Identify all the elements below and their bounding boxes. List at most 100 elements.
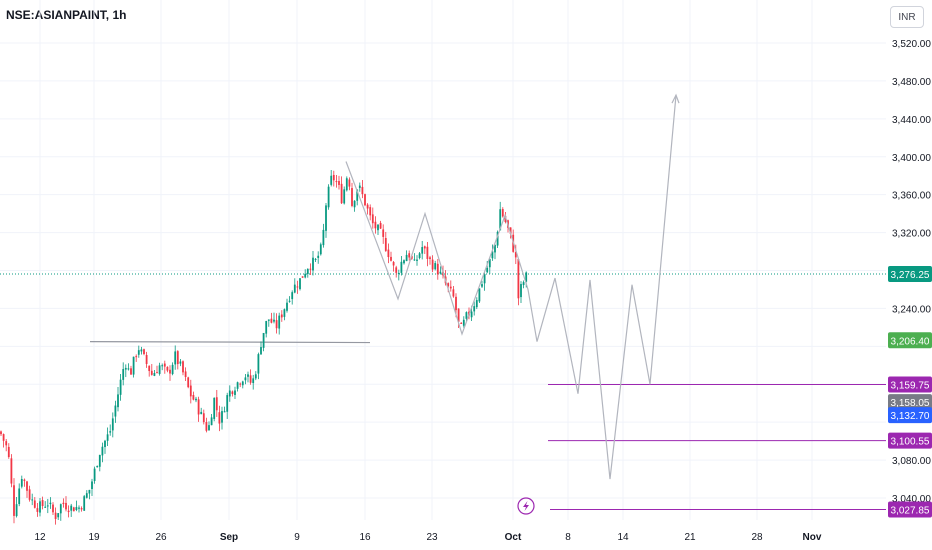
candle-body <box>509 227 512 234</box>
candle-body <box>270 318 273 323</box>
candle-body <box>114 405 117 417</box>
price-label: 3,276.25 <box>891 270 930 281</box>
candle-body <box>358 185 361 188</box>
candle-body <box>369 207 372 216</box>
candle-body <box>54 512 57 519</box>
candle-body <box>213 397 216 419</box>
candle-body <box>384 238 387 251</box>
candle-body <box>166 366 169 371</box>
price-label-box <box>888 332 932 349</box>
candle-body <box>62 502 65 505</box>
candle-body <box>525 272 528 282</box>
candle-body <box>488 259 491 268</box>
candle-body <box>202 413 205 423</box>
candle-body <box>413 259 416 261</box>
candle-body <box>88 489 91 494</box>
candle-body <box>278 315 281 329</box>
candle-body <box>457 308 460 322</box>
candle-body <box>78 507 80 509</box>
projection-arrowhead <box>671 93 680 104</box>
price-label-box <box>888 394 932 411</box>
candle-body <box>520 284 522 298</box>
candle-body <box>122 369 125 380</box>
candle-body <box>101 446 104 456</box>
price-labels: 3,276.25 3,206.40 3,159.75 3,158.05 3,132.70… <box>888 266 932 518</box>
candle-body <box>70 505 73 511</box>
candle-body <box>364 194 366 206</box>
candle-body <box>395 267 398 273</box>
price-label-box <box>888 376 932 393</box>
x-axis: 12 19 26 Sep 9 16 23 Oct 8 14 21 28 Nov <box>34 532 821 543</box>
candle-body <box>161 365 164 367</box>
candle-body <box>481 284 483 287</box>
candle-body <box>273 319 275 322</box>
candle-body <box>83 496 86 511</box>
candle-body <box>410 256 413 259</box>
candle-body <box>184 371 187 377</box>
candle-body <box>41 500 44 506</box>
candle-body <box>75 507 78 510</box>
candle-body <box>371 214 374 224</box>
candle-body <box>426 246 429 259</box>
candle-body <box>143 349 145 355</box>
candle-body <box>283 309 286 317</box>
candle-body <box>247 374 249 377</box>
candle-body <box>156 372 158 374</box>
candle-body <box>104 440 106 448</box>
resistance-line <box>89 340 371 344</box>
candle-body <box>343 189 346 204</box>
y-tick-label: 3,240.00 <box>892 304 931 315</box>
candle-body <box>192 395 195 400</box>
candle-body <box>366 204 369 209</box>
x-tick-label: 16 <box>359 532 371 543</box>
candle-body <box>335 181 338 183</box>
currency-button[interactable]: INR <box>890 6 924 28</box>
candle-body <box>317 255 320 258</box>
candle-body <box>49 502 52 505</box>
candle-body <box>296 286 299 288</box>
candle-body <box>221 411 223 423</box>
candle-body <box>418 253 421 258</box>
x-tick-label: 21 <box>684 532 696 543</box>
candle-body <box>5 441 8 446</box>
candle-body <box>124 367 127 370</box>
candle-body <box>36 508 39 512</box>
symbol-title: NSE:ASIANPAINT, 1h <box>6 8 127 22</box>
candle-body <box>460 322 463 324</box>
price-label: 3,100.55 <box>891 437 930 448</box>
candle-body <box>403 260 405 264</box>
x-tick-label: Nov <box>803 532 822 543</box>
lightning-icon[interactable] <box>517 497 535 515</box>
price-label: 3,027.85 <box>891 506 930 517</box>
candle-body <box>491 251 494 259</box>
candle-body <box>109 431 112 433</box>
projection-line <box>345 95 677 480</box>
candle-body <box>379 222 382 229</box>
candle-body <box>59 504 62 514</box>
candle-body <box>345 178 348 191</box>
candle-body <box>439 271 442 274</box>
candle-body <box>465 312 468 319</box>
candle-body <box>449 286 452 289</box>
candle-body <box>499 209 502 231</box>
candle-body <box>249 375 252 383</box>
candle-body <box>169 369 171 374</box>
x-tick-label: 23 <box>426 532 438 543</box>
x-tick-label: 8 <box>565 532 571 543</box>
candle-body <box>200 411 203 415</box>
price-label: 3,206.40 <box>891 336 930 347</box>
candle-body <box>351 188 353 206</box>
candle-body <box>0 431 2 435</box>
candle-body <box>145 354 148 364</box>
candle-body <box>72 507 75 512</box>
x-tick-label: 9 <box>294 532 300 543</box>
candle-body <box>252 378 255 384</box>
projection-path <box>345 93 680 480</box>
candle-body <box>501 209 504 217</box>
candle-body <box>228 390 231 397</box>
candle-body <box>189 385 192 397</box>
candle-body <box>387 249 390 258</box>
candle-body <box>96 466 99 468</box>
x-tick-label: 28 <box>751 532 763 543</box>
